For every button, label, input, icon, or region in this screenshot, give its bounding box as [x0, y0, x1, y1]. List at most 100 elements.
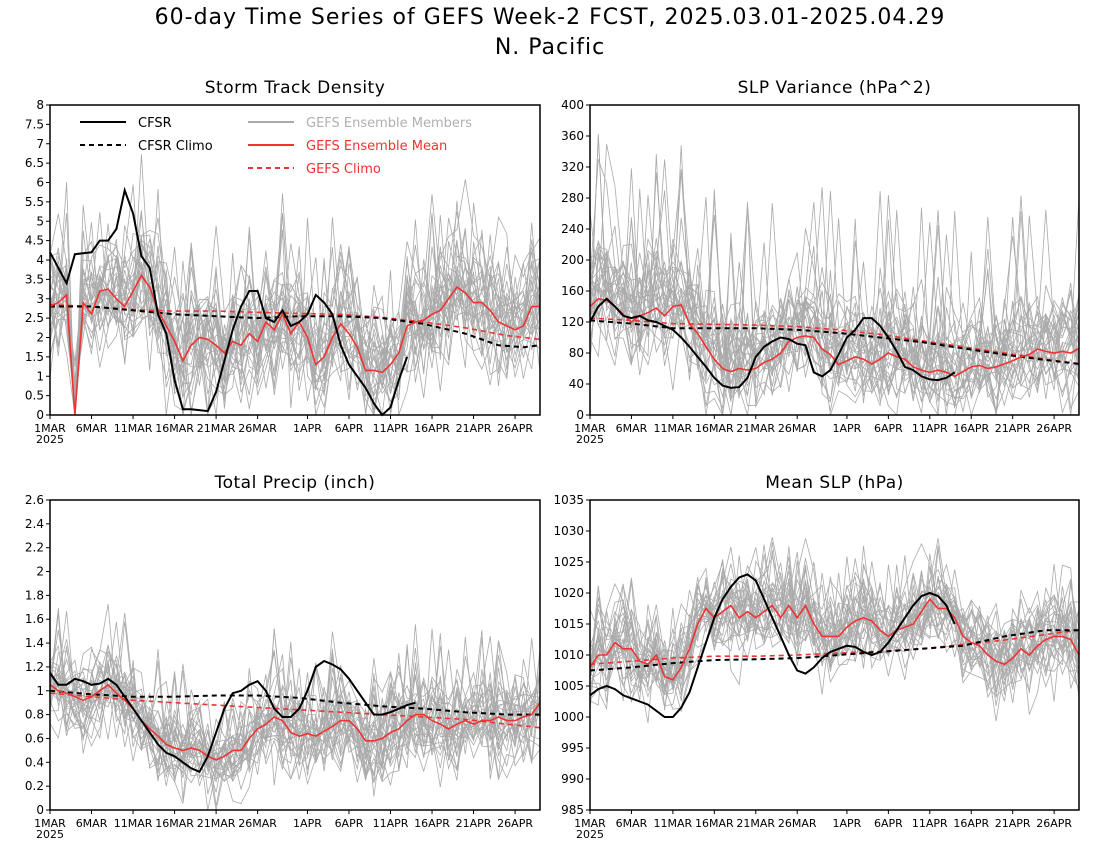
- x-tick-label: 11MAR: [654, 422, 693, 435]
- panel-title: Total Precip (inch): [214, 473, 376, 493]
- x-tick-label: 11MAR: [114, 422, 153, 435]
- y-tick-label: 200: [561, 253, 584, 267]
- ensemble-member-line: [50, 200, 540, 402]
- x-tick-label: 16APR: [953, 422, 989, 435]
- ensemble-member-line: [590, 563, 1079, 694]
- ensemble-member-line: [50, 636, 540, 781]
- y-tick-label: 0.5: [25, 389, 44, 403]
- ensemble-member-line: [590, 255, 1079, 415]
- y-tick-label: 120: [561, 315, 584, 329]
- ensemble-member-line: [50, 230, 540, 415]
- ensemble-member-line: [590, 196, 1079, 415]
- ensemble-member-line: [590, 572, 1079, 708]
- y-tick-label: 80: [569, 346, 584, 360]
- x-tick-label: 16MAR: [155, 817, 194, 830]
- legend-label-cfsr-climo: CFSR Climo: [138, 139, 213, 154]
- y-tick-label: 1010: [553, 648, 584, 662]
- x-year-label: 2025: [36, 433, 64, 446]
- x-tick-label: 26APR: [497, 422, 533, 435]
- panel-title: Storm Track Density: [205, 78, 386, 98]
- x-year-label: 2025: [36, 828, 64, 841]
- x-tick-label: 11MAR: [654, 817, 693, 830]
- ensemble-member-line: [50, 179, 540, 399]
- y-tick-label: 1.6: [25, 612, 44, 626]
- series-line-cfsr-climo: [589, 629, 1079, 672]
- ensemble-member-line: [590, 562, 1079, 689]
- x-tick-label: 6APR: [874, 817, 903, 830]
- y-tick-label: 0: [36, 408, 44, 422]
- y-tick-label: 0: [576, 408, 584, 422]
- y-tick-label: 160: [561, 284, 584, 298]
- x-year-label: 2025: [576, 433, 604, 446]
- y-tick-label: 6.5: [25, 156, 44, 170]
- x-tick-label: 6APR: [335, 817, 364, 830]
- y-tick-label: 2: [36, 565, 44, 579]
- x-tick-label: 11APR: [373, 422, 409, 435]
- ensemble-member-line: [50, 672, 540, 784]
- x-tick-label: 16APR: [414, 817, 450, 830]
- legend-label-ens-mean: GEFS Ensemble Mean: [306, 139, 447, 154]
- chart-panel-2: SLP Variance (hPa^2) 0 40 80 120 160 200 240 280…: [561, 78, 1080, 446]
- series-line-ens-mean: [589, 597, 1080, 681]
- x-tick-label: 26MAR: [238, 422, 277, 435]
- chart-panel-4: Mean SLP (hPa) 985 990 995 1000 1005 1010 1015 1…: [553, 473, 1080, 841]
- series-line-cfsr: [589, 573, 956, 718]
- series-line-ens-mean: [49, 273, 540, 416]
- x-tick-label: 26MAR: [238, 817, 277, 830]
- x-tick-label: 1MAR: [34, 422, 66, 435]
- series-line-cfsr: [49, 659, 416, 774]
- y-tick-label: 5.5: [25, 195, 44, 209]
- y-tick-label: 990: [561, 772, 584, 786]
- series-line-cfsr: [49, 186, 409, 417]
- chart-subtitle-region: N. Pacific: [494, 35, 606, 60]
- y-tick-label: 0.8: [25, 708, 44, 722]
- x-tick-label: 1MAR: [34, 817, 66, 830]
- x-tick-label: 26APR: [497, 817, 533, 830]
- x-tick-label: 21MAR: [736, 422, 775, 435]
- x-tick-label: 6MAR: [616, 817, 648, 830]
- y-tick-label: 1.4: [25, 636, 44, 650]
- ensemble-member-line: [590, 545, 1079, 706]
- y-tick-label: 2: [36, 331, 44, 345]
- y-tick-label: 8: [36, 98, 44, 112]
- ensemble-member-line: [590, 578, 1079, 699]
- y-tick-label: 7.5: [25, 117, 44, 131]
- y-tick-label: 1025: [553, 555, 584, 569]
- y-tick-label: 2.2: [25, 541, 44, 555]
- y-tick-label: 6: [36, 176, 44, 190]
- ensemble-member-line: [590, 538, 1079, 704]
- ensemble-member-line: [590, 554, 1079, 711]
- x-tick-label: 6MAR: [76, 817, 108, 830]
- x-tick-label: 6APR: [335, 422, 364, 435]
- x-tick-label: 1MAR: [574, 817, 606, 830]
- x-tick-label: 1APR: [833, 817, 862, 830]
- y-tick-label: 2.5: [25, 311, 44, 325]
- x-tick-label: 21APR: [995, 817, 1031, 830]
- x-tick-label: 1APR: [293, 817, 322, 830]
- y-tick-label: 1030: [553, 524, 584, 538]
- x-tick-label: 21MAR: [736, 817, 775, 830]
- x-year-label: 2025: [576, 828, 604, 841]
- series-line-cfsr-climo: [50, 305, 541, 349]
- series-line-cfsr-climo: [49, 689, 540, 716]
- y-tick-label: 400: [561, 98, 584, 112]
- x-tick-label: 21MAR: [197, 817, 236, 830]
- x-tick-label: 1MAR: [574, 422, 606, 435]
- ensemble-members: [50, 604, 540, 810]
- y-tick-label: 1020: [553, 586, 584, 600]
- y-tick-label: 1: [36, 684, 44, 698]
- x-tick-label: 26APR: [1036, 422, 1072, 435]
- x-tick-label: 11APR: [912, 817, 948, 830]
- ensemble-member-line: [590, 266, 1079, 405]
- y-tick-label: 0.4: [25, 755, 44, 769]
- y-tick-label: 1.2: [25, 660, 44, 674]
- y-tick-label: 360: [561, 129, 584, 143]
- ensemble-member-line: [50, 247, 540, 415]
- x-tick-label: 21MAR: [197, 422, 236, 435]
- y-tick-label: 320: [561, 160, 584, 174]
- y-tick-label: 1005: [553, 679, 584, 693]
- chart-panel-3: Total Precip (inch) 0 0.2 0.4 0.6 0.8 1 1.2 1.4 1…: [25, 473, 541, 841]
- series-line-cfsr-climo: [589, 319, 1080, 365]
- x-tick-label: 11MAR: [114, 817, 153, 830]
